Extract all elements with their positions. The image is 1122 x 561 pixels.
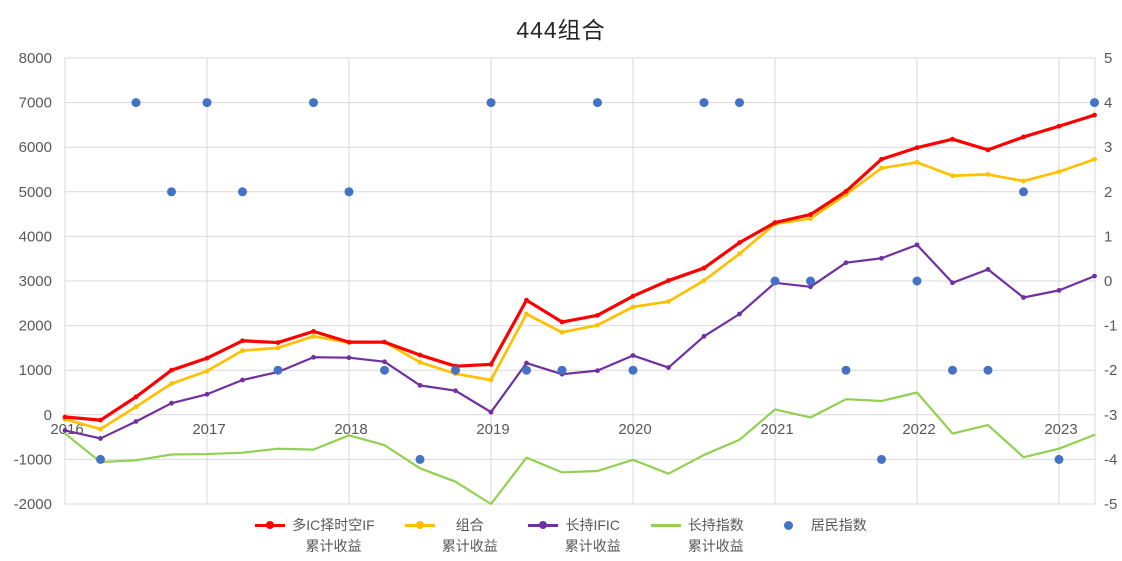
svg-text:-2: -2 <box>1104 362 1117 379</box>
svg-text:2000: 2000 <box>19 318 52 335</box>
legend-label-line1: 长持IFIC <box>565 517 620 533</box>
legend-label-line1: 多IC择时空IF <box>292 517 375 533</box>
svg-text:4000: 4000 <box>19 228 52 245</box>
svg-text:-5: -5 <box>1104 496 1117 513</box>
yellow-line-marker-icon <box>404 517 435 533</box>
legend-item-resident-index: 居民指数 <box>774 515 867 536</box>
legend-label-line2: 累计收益 <box>687 538 744 554</box>
svg-text:-3: -3 <box>1104 407 1117 424</box>
legend-label: 多IC择时空IF 累计收益 <box>292 515 374 557</box>
legend-label: 长持IFIC 累计收益 <box>565 515 621 557</box>
legend-label: 居民指数 <box>811 515 867 536</box>
svg-text:-1: -1 <box>1104 318 1117 335</box>
legend-item-multi-ic: 多IC择时空IF 累计收益 <box>255 515 375 557</box>
svg-text:5000: 5000 <box>19 184 52 201</box>
svg-text:2021: 2021 <box>760 421 793 438</box>
svg-text:2017: 2017 <box>192 421 225 438</box>
svg-text:-4: -4 <box>1104 451 1117 468</box>
legend-label: 长持指数 累计收益 <box>688 515 744 557</box>
legend-label: 组合 累计收益 <box>442 515 498 557</box>
svg-text:6000: 6000 <box>19 139 52 156</box>
legend-label-line1: 长持指数 <box>687 517 744 533</box>
legend-label-line2: 累计收益 <box>441 538 498 554</box>
svg-text:2022: 2022 <box>902 421 935 438</box>
green-line-marker-icon <box>650 517 681 533</box>
svg-text:0: 0 <box>1104 273 1112 290</box>
svg-text:3000: 3000 <box>19 273 52 290</box>
svg-text:2: 2 <box>1104 184 1112 201</box>
svg-text:2020: 2020 <box>618 421 651 438</box>
legend-label-line1: 居民指数 <box>810 517 867 533</box>
svg-text:4: 4 <box>1104 95 1112 112</box>
legend-label-line1: 组合 <box>455 517 484 533</box>
svg-text:1: 1 <box>1104 228 1112 245</box>
svg-text:2018: 2018 <box>334 421 367 438</box>
svg-text:5: 5 <box>1104 50 1112 67</box>
legend-item-hold-ific: 长持IFIC 累计收益 <box>527 515 621 557</box>
purple-line-marker-icon <box>527 517 558 533</box>
svg-text:2023: 2023 <box>1044 421 1077 438</box>
red-line-marker-icon <box>255 517 286 533</box>
legend-item-hold-index: 长持指数 累计收益 <box>650 515 744 557</box>
svg-text:-2000: -2000 <box>14 496 52 513</box>
legend-label-line2: 累计收益 <box>305 538 362 554</box>
svg-text:0: 0 <box>44 407 52 424</box>
svg-text:1000: 1000 <box>19 362 52 379</box>
blue-dot-marker-icon <box>774 517 804 533</box>
legend-item-portfolio: 组合 累计收益 <box>404 515 498 557</box>
svg-text:8000: 8000 <box>19 50 52 67</box>
svg-text:-1000: -1000 <box>14 451 52 468</box>
chart-title: 444组合 <box>516 17 606 43</box>
svg-text:7000: 7000 <box>19 95 52 112</box>
chart-legend: 多IC择时空IF 累计收益 组合 累计收益 长持IFIC 累计收益 长持指数 累… <box>0 515 1122 557</box>
legend-label-line2: 累计收益 <box>564 538 621 554</box>
svg-text:3: 3 <box>1104 139 1112 156</box>
svg-text:2019: 2019 <box>476 421 509 438</box>
